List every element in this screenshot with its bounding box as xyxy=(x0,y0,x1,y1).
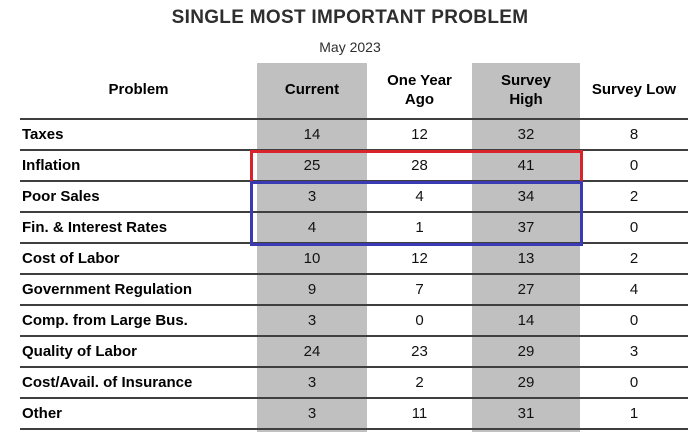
value-cell: 3 xyxy=(257,367,367,399)
row-label: Cost/Avail. of Insurance xyxy=(20,367,257,399)
column-header-one-year-ago: One Year Ago xyxy=(367,63,472,120)
value-cell: 31 xyxy=(472,398,580,430)
row-label: Government Regulation xyxy=(20,274,257,306)
row-label: Comp. from Large Bus. xyxy=(20,305,257,337)
value-cell: 1 xyxy=(580,398,688,430)
value-cell: 25 xyxy=(257,150,367,182)
value-cell: 14 xyxy=(472,305,580,337)
value-cell: 7 xyxy=(367,274,472,306)
red-highlight-box xyxy=(250,150,583,184)
row-label: Cost of Labor xyxy=(20,243,257,275)
value-cell: 29 xyxy=(472,336,580,368)
row-label: Poor Sales xyxy=(20,181,257,213)
header-row: Problem Current One Year Ago Survey High Sur… xyxy=(20,63,688,120)
problems-table: Problem Current One Year Ago Survey High Sur… xyxy=(20,63,688,430)
value-cell: 2 xyxy=(580,181,688,213)
row-label: Other xyxy=(20,398,257,430)
value-cell: 3 xyxy=(257,181,367,213)
table-row-cost-avail-of-insurance: Cost/Avail. of Insurance 3 2 29 0 xyxy=(20,367,688,399)
row-label: Taxes xyxy=(20,119,257,151)
column-header-survey-low: Survey Low xyxy=(580,63,688,120)
value-cell: 12 xyxy=(367,243,472,275)
column-header-problem: Problem xyxy=(20,63,257,120)
value-cell: 3 xyxy=(580,336,688,368)
blue-highlight-box xyxy=(250,181,583,246)
table-row-comp-from-large-bus: Comp. from Large Bus. 3 0 14 0 xyxy=(20,305,688,337)
value-cell: 32 xyxy=(472,119,580,151)
value-cell: 28 xyxy=(367,150,472,182)
value-cell: 14 xyxy=(257,119,367,151)
value-cell: 10 xyxy=(257,243,367,275)
table-row-other: Other 3 11 31 1 xyxy=(20,398,688,430)
row-label: Quality of Labor xyxy=(20,336,257,368)
table-row-government-regulation: Government Regulation 9 7 27 4 xyxy=(20,274,688,306)
value-cell: 4 xyxy=(367,181,472,213)
value-cell: 2 xyxy=(580,243,688,275)
value-cell: 9 xyxy=(257,274,367,306)
value-cell: 0 xyxy=(367,305,472,337)
value-cell: 3 xyxy=(257,305,367,337)
value-cell: 37 xyxy=(472,212,580,244)
value-cell: 27 xyxy=(472,274,580,306)
value-cell: 29 xyxy=(472,367,580,399)
figure-subtitle: May 2023 xyxy=(319,39,381,55)
table-row-inflation: Inflation 25 28 41 0 xyxy=(20,150,688,182)
value-cell: 34 xyxy=(472,181,580,213)
value-cell: 13 xyxy=(472,243,580,275)
table-row-cost-of-labor: Cost of Labor 10 12 13 2 xyxy=(20,243,688,275)
table-row-quality-of-labor: Quality of Labor 24 23 29 3 xyxy=(20,336,688,368)
value-cell: 8 xyxy=(580,119,688,151)
table-row-fin-interest-rates: Fin. & Interest Rates 4 1 37 0 xyxy=(20,212,688,244)
column-header-current: Current xyxy=(257,63,367,120)
value-cell: 11 xyxy=(367,398,472,430)
row-label: Inflation xyxy=(20,150,257,182)
value-cell: 12 xyxy=(367,119,472,151)
value-cell: 2 xyxy=(367,367,472,399)
value-cell: 0 xyxy=(580,212,688,244)
value-cell: 1 xyxy=(367,212,472,244)
value-cell: 41 xyxy=(472,150,580,182)
value-cell: 0 xyxy=(580,150,688,182)
value-cell: 3 xyxy=(257,398,367,430)
row-label: Fin. & Interest Rates xyxy=(20,212,257,244)
value-cell: 4 xyxy=(580,274,688,306)
value-cell: 0 xyxy=(580,305,688,337)
table-row-poor-sales: Poor Sales 3 4 34 2 xyxy=(20,181,688,213)
value-cell: 24 xyxy=(257,336,367,368)
value-cell: 0 xyxy=(580,367,688,399)
column-header-survey-high: Survey High xyxy=(472,63,580,120)
value-cell: 4 xyxy=(257,212,367,244)
figure-title: SINGLE MOST IMPORTANT PROBLEM xyxy=(171,7,529,28)
value-cell: 23 xyxy=(367,336,472,368)
table-row-taxes: Taxes 14 12 32 8 xyxy=(20,119,688,151)
